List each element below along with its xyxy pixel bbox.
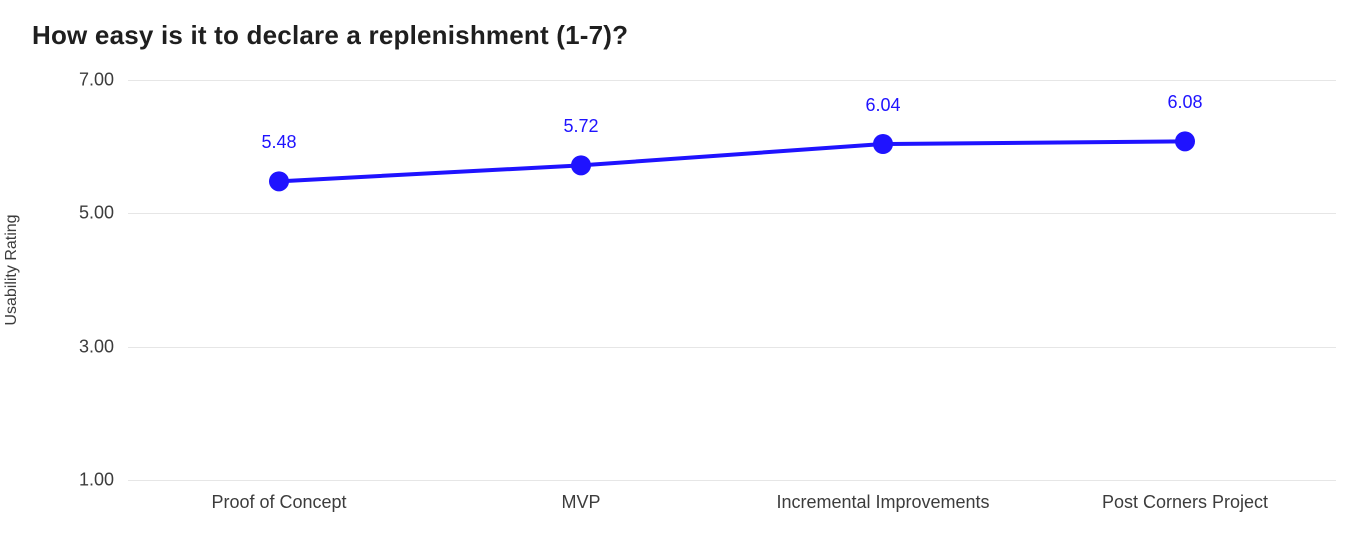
y-tick-label: 3.00 [79, 336, 114, 357]
data-point-label: 5.48 [261, 132, 296, 153]
chart-title: How easy is it to declare a replenishmen… [32, 20, 628, 51]
data-point-label: 6.08 [1167, 92, 1202, 113]
data-point-label: 5.72 [563, 116, 598, 137]
x-tick-label: Post Corners Project [1102, 492, 1268, 513]
y-tick-label: 7.00 [79, 70, 114, 91]
data-point-marker [873, 134, 893, 154]
data-point-marker [571, 155, 591, 175]
grid-line [128, 213, 1336, 214]
y-tick-label: 5.00 [79, 203, 114, 224]
x-tick-label: Proof of Concept [211, 492, 346, 513]
data-point-marker [269, 171, 289, 191]
y-tick-label: 1.00 [79, 470, 114, 491]
grid-line [128, 480, 1336, 481]
plot-svg [128, 80, 1336, 480]
grid-line [128, 347, 1336, 348]
x-tick-label: Incremental Improvements [776, 492, 989, 513]
data-point-label: 6.04 [865, 95, 900, 116]
usability-line-chart: How easy is it to declare a replenishmen… [0, 0, 1362, 540]
grid-line [128, 80, 1336, 81]
data-point-marker [1175, 131, 1195, 151]
series-line [279, 141, 1185, 181]
x-tick-label: MVP [561, 492, 600, 513]
y-axis-label: Usability Rating [3, 214, 21, 325]
plot-area: 1.003.005.007.00Proof of ConceptMVPIncre… [128, 80, 1336, 480]
